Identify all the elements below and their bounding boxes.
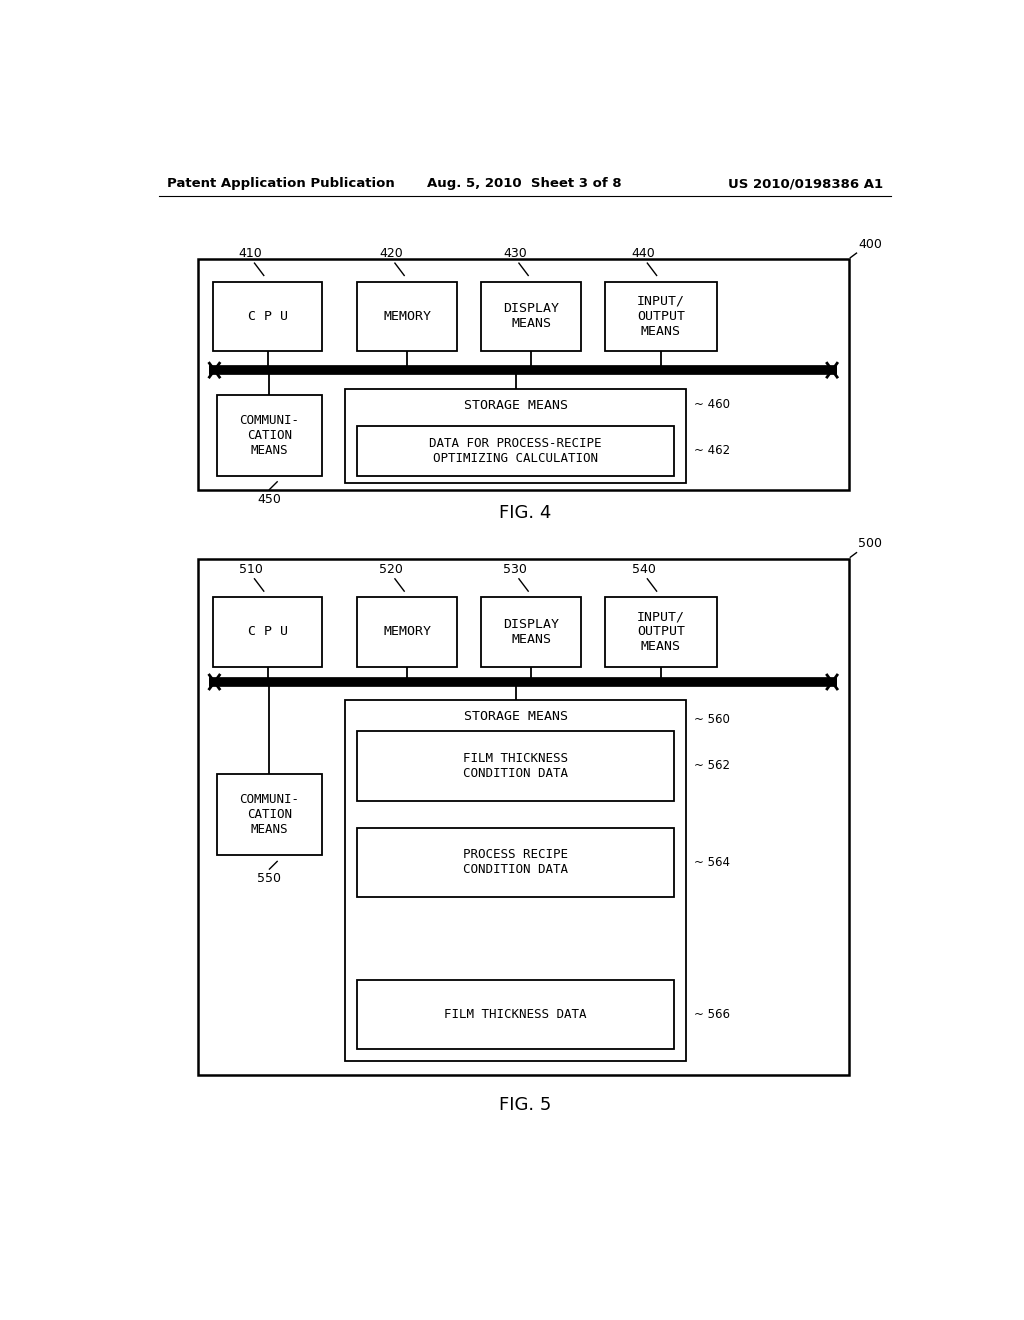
Text: MEMORY: MEMORY <box>383 626 431 639</box>
Text: 410: 410 <box>239 247 262 260</box>
Text: US 2010/0198386 A1: US 2010/0198386 A1 <box>728 177 883 190</box>
Text: 540: 540 <box>632 562 655 576</box>
Bar <box>213 598 322 667</box>
Text: 450: 450 <box>257 492 282 506</box>
Bar <box>356 731 675 800</box>
Text: FILM THICKNESS
CONDITION DATA: FILM THICKNESS CONDITION DATA <box>463 752 568 780</box>
Bar <box>356 828 675 896</box>
Text: ~ 462: ~ 462 <box>693 444 730 457</box>
Text: Patent Application Publication: Patent Application Publication <box>167 177 394 190</box>
Text: FIG. 5: FIG. 5 <box>499 1097 551 1114</box>
Text: 550: 550 <box>257 873 282 886</box>
Text: ~ 566: ~ 566 <box>693 1008 730 1022</box>
Text: STORAGE MEANS: STORAGE MEANS <box>464 399 567 412</box>
Text: COMMUNI-
CATION
MEANS: COMMUNI- CATION MEANS <box>240 793 299 837</box>
Text: ~ 562: ~ 562 <box>693 759 730 772</box>
Text: ~ 560: ~ 560 <box>693 713 730 726</box>
Text: 440: 440 <box>632 247 655 260</box>
Text: 500: 500 <box>858 536 882 549</box>
Bar <box>217 775 322 855</box>
Bar <box>356 979 675 1049</box>
Text: C P U: C P U <box>248 310 288 323</box>
Text: 520: 520 <box>379 562 403 576</box>
Text: C P U: C P U <box>248 626 288 639</box>
Bar <box>480 598 582 667</box>
Text: MEMORY: MEMORY <box>383 310 431 323</box>
Text: STORAGE MEANS: STORAGE MEANS <box>464 710 567 723</box>
Text: FIG. 4: FIG. 4 <box>499 504 551 521</box>
Text: 420: 420 <box>379 247 402 260</box>
Bar <box>356 425 675 475</box>
Bar <box>217 395 322 475</box>
Text: INPUT/
OUTPUT
MEANS: INPUT/ OUTPUT MEANS <box>637 294 685 338</box>
Text: 430: 430 <box>503 247 527 260</box>
Text: DISPLAY
MEANS: DISPLAY MEANS <box>503 302 559 330</box>
Text: ~ 564: ~ 564 <box>693 855 730 869</box>
Bar <box>356 281 458 351</box>
Bar <box>604 598 717 667</box>
Text: FILM THICKNESS DATA: FILM THICKNESS DATA <box>444 1008 587 1022</box>
Bar <box>345 701 686 1061</box>
Bar <box>356 598 458 667</box>
Text: PROCESS RECIPE
CONDITION DATA: PROCESS RECIPE CONDITION DATA <box>463 849 568 876</box>
Text: 400: 400 <box>858 238 882 251</box>
Text: 530: 530 <box>503 562 527 576</box>
Text: DISPLAY
MEANS: DISPLAY MEANS <box>503 618 559 645</box>
Bar <box>345 389 686 483</box>
Bar <box>480 281 582 351</box>
Text: DATA FOR PROCESS-RECIPE
OPTIMIZING CALCULATION: DATA FOR PROCESS-RECIPE OPTIMIZING CALCU… <box>429 437 602 465</box>
Text: 510: 510 <box>239 562 262 576</box>
Bar <box>198 259 849 490</box>
Text: COMMUNI-
CATION
MEANS: COMMUNI- CATION MEANS <box>240 413 299 457</box>
Text: ~ 460: ~ 460 <box>693 399 730 412</box>
Bar <box>198 558 849 1074</box>
Text: INPUT/
OUTPUT
MEANS: INPUT/ OUTPUT MEANS <box>637 610 685 653</box>
Bar <box>213 281 322 351</box>
Bar <box>604 281 717 351</box>
Text: Aug. 5, 2010  Sheet 3 of 8: Aug. 5, 2010 Sheet 3 of 8 <box>427 177 623 190</box>
